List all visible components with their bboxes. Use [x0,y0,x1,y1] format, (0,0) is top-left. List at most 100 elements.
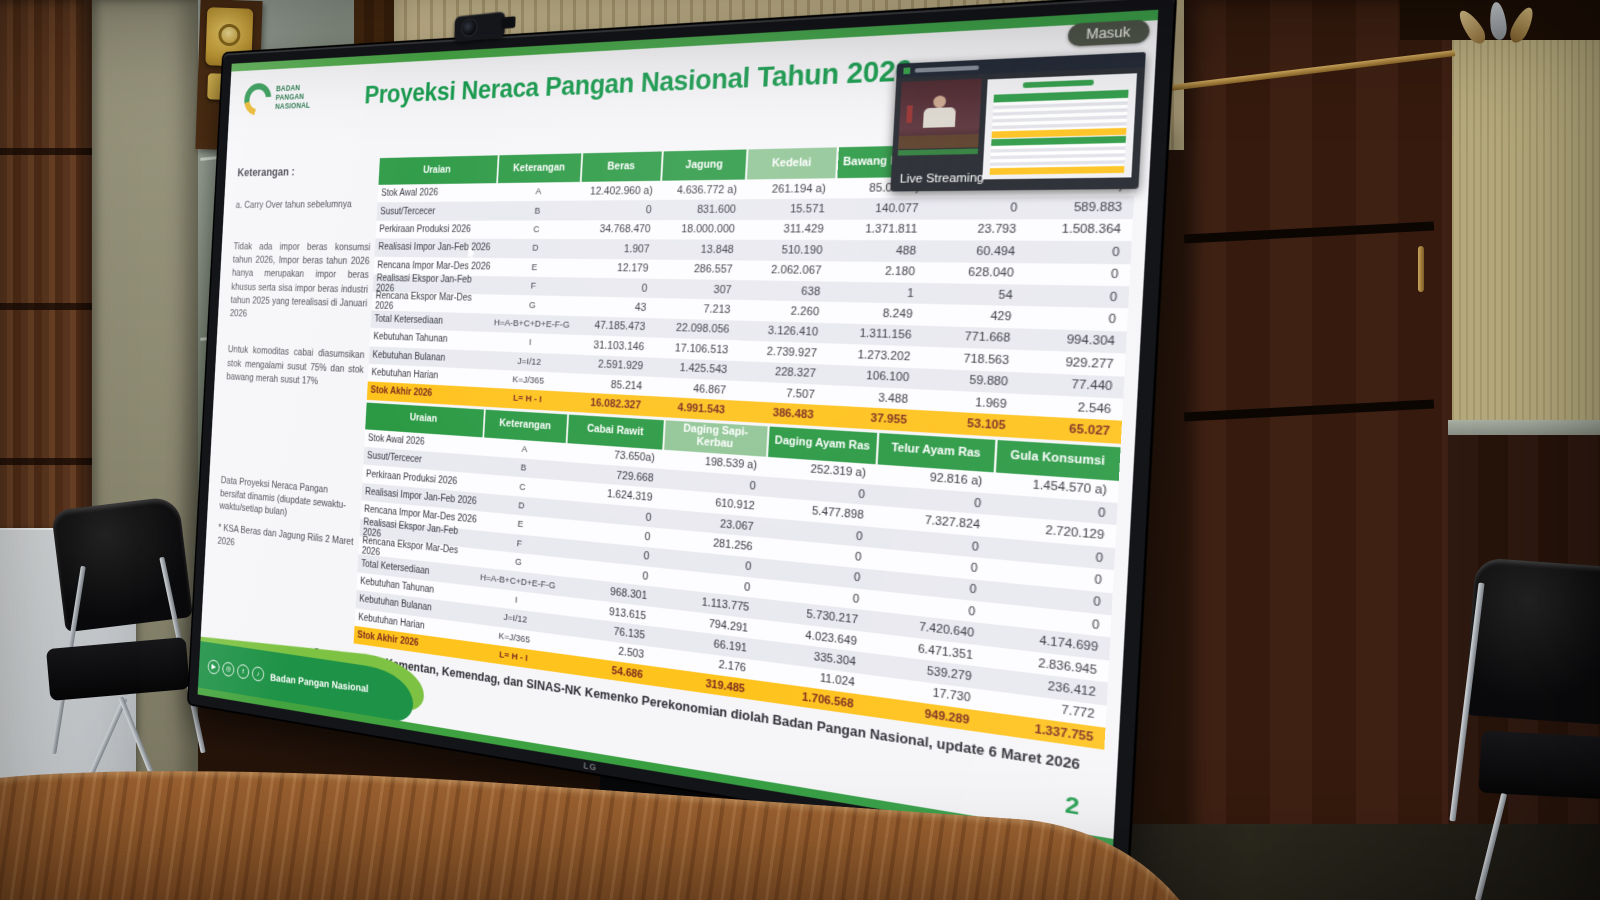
value-cell: 12.402.960 a) [589,184,653,198]
value-cell: 488 [895,244,917,258]
bpn-logo-text: BADAN PANGAN NASIONAL [274,83,311,111]
keterangan-cell: B [534,205,541,217]
tables-area: Uraian Keterangan Beras Jagung Kedelai Bawang… [353,140,1138,753]
note-susut-cabai: Untuk komoditas cabai diasumsikan stok m… [226,344,365,387]
value-cell: 0 [1009,201,1018,215]
pip-logo-icon [903,67,911,75]
page-number: 2 [1064,791,1081,821]
value-cell: 0 [1111,245,1121,260]
tv-screen: BADAN PANGAN NASIONAL Proyeksi Neraca Pa… [197,9,1159,849]
note-dinamis: Data Proyeksi Neraca Pangan bersifat din… [219,475,347,519]
keterangan-cell: F [530,280,537,292]
value-cell: 1.371.811 [864,223,918,237]
value-cell: 13.848 [700,243,735,257]
value-cell: 60.494 [976,244,1016,259]
value-cell: 831.600 [696,203,737,217]
value-cell: 8.249 [882,307,914,322]
speaker-desk [898,134,979,150]
tiktok-icon: ♪ [251,665,265,682]
row-label-cell: Stok Awal 2026 [380,187,439,199]
value-cell: 4.991.543 [677,401,726,417]
value-cell: 589.883 [1073,200,1123,215]
note-impor-beras: Tidak ada impor beras konsumsi tahun 202… [229,241,371,320]
slide-title: Proyeksi Neraca Pangan Nasional Tahun 20… [363,54,913,110]
value-cell: 1.508.364 [1061,223,1122,237]
webcam-clip [501,16,516,30]
value-cell: 386.483 [772,406,814,422]
notes-panel: Keterangan : a. Carry Over tahun sebelum… [225,164,375,415]
keterangan-cell: L= H - I [512,393,542,406]
value-cell: 0 [1108,312,1117,327]
keterangan-cell: A [535,186,542,198]
value-cell: 53.105 [966,417,1006,433]
tv-brand-logo: LG [583,760,598,773]
bpn-logo-icon [244,83,272,116]
flag [906,105,913,123]
speaker-head [933,95,947,108]
commodity-column-header: Kedelai [747,147,839,180]
value-cell: 16.082.327 [590,396,642,412]
notes-heading: Keterangan : [237,165,296,179]
value-cell: 4.636.772 a) [676,183,738,197]
award-medal [218,23,241,47]
door-handle [1418,246,1424,292]
pip-title-text-placeholder [914,65,980,73]
row-label-cell: Perkiraan Produksi 2026 [378,224,472,235]
keterangan-cell: C [532,224,540,236]
commodity-column-header: Beras [581,151,664,182]
value-cell: 65.027 [1068,422,1111,439]
pip-green-bar [897,148,979,156]
value-cell: 15.571 [789,202,826,216]
table-row: Perkiraan Produksi 2026 C 34.768.470 18.000… [375,218,1133,242]
value-cell: 23.793 [977,223,1017,237]
value-cell: 43 [634,301,647,314]
value-cell: 2.260 [790,305,820,319]
webcam [454,11,516,43]
food-balance-table-2: Uraian Keterangan Cabai Rawit Daging Sapi-K… [353,402,1121,751]
live-streaming-label: Live Streaming [899,171,985,186]
keterangan-cell: G [528,299,536,311]
notes-panel-lower: Data Proyeksi Neraca Pangan bersifat din… [217,474,358,572]
badan-pangan-nasional-logo: BADAN PANGAN NASIONAL [244,81,312,116]
value-cell: 429 [989,309,1012,324]
note-ksa: * KSA Beras dan Jagung Rilis 2 Maret 202… [217,522,354,548]
webcam-lens-icon [462,19,477,36]
value-cell: 0 [645,204,652,217]
value-cell: 0 [641,282,648,295]
commodity-column-header: Jagung [662,149,750,181]
note-carry-over: a. Carry Over tahun sebelumnya [235,198,352,211]
wood-wall-right [1184,0,1454,900]
facebook-icon: f [236,663,250,680]
value-cell: 638 [800,284,821,299]
value-cell: 1.907 [623,243,650,256]
keterangan-cell: D [531,243,539,254]
folding-chair-right [1418,552,1600,900]
beige-wall-panel [1452,0,1600,436]
masuk-login-button[interactable]: Masuk [1066,19,1151,47]
pip-shared-slide [982,73,1138,180]
value-cell: 54 [998,288,1014,302]
pip-speaker-video [898,78,982,150]
row-label-cell: Susut/Tercecer [379,206,436,217]
value-cell: 12.179 [616,262,649,275]
value-cell: 0 [1110,267,1119,282]
value-cell: 311.429 [783,223,824,237]
wall-trim-bar [1448,420,1600,435]
tv-display: BADAN PANGAN NASIONAL Proyeksi Neraca Pa… [188,0,1175,865]
value-cell: 1 [906,286,915,300]
row-label-cell: Realisasi Impor Jan-Feb 2026 [378,242,491,254]
value-cell: 286.557 [693,263,733,277]
keterangan-column-header: Keterangan [497,153,583,184]
keterangan-cell: E [531,262,538,273]
value-cell: 307 [713,283,732,297]
youtube-icon: ▶ [207,658,220,675]
speaker-body [922,107,956,128]
social-icons-row: ▶ ◎ f ♪ [207,658,265,682]
footer-brand-label: Badan Pangan Nasional [269,672,369,695]
value-cell: 37.955 [870,411,908,427]
value-cell: 7.213 [703,303,731,317]
value-cell: 628.040 [967,266,1015,281]
value-cell: 510.190 [781,243,823,257]
live-streaming-pip[interactable]: Live Streaming [890,52,1146,192]
